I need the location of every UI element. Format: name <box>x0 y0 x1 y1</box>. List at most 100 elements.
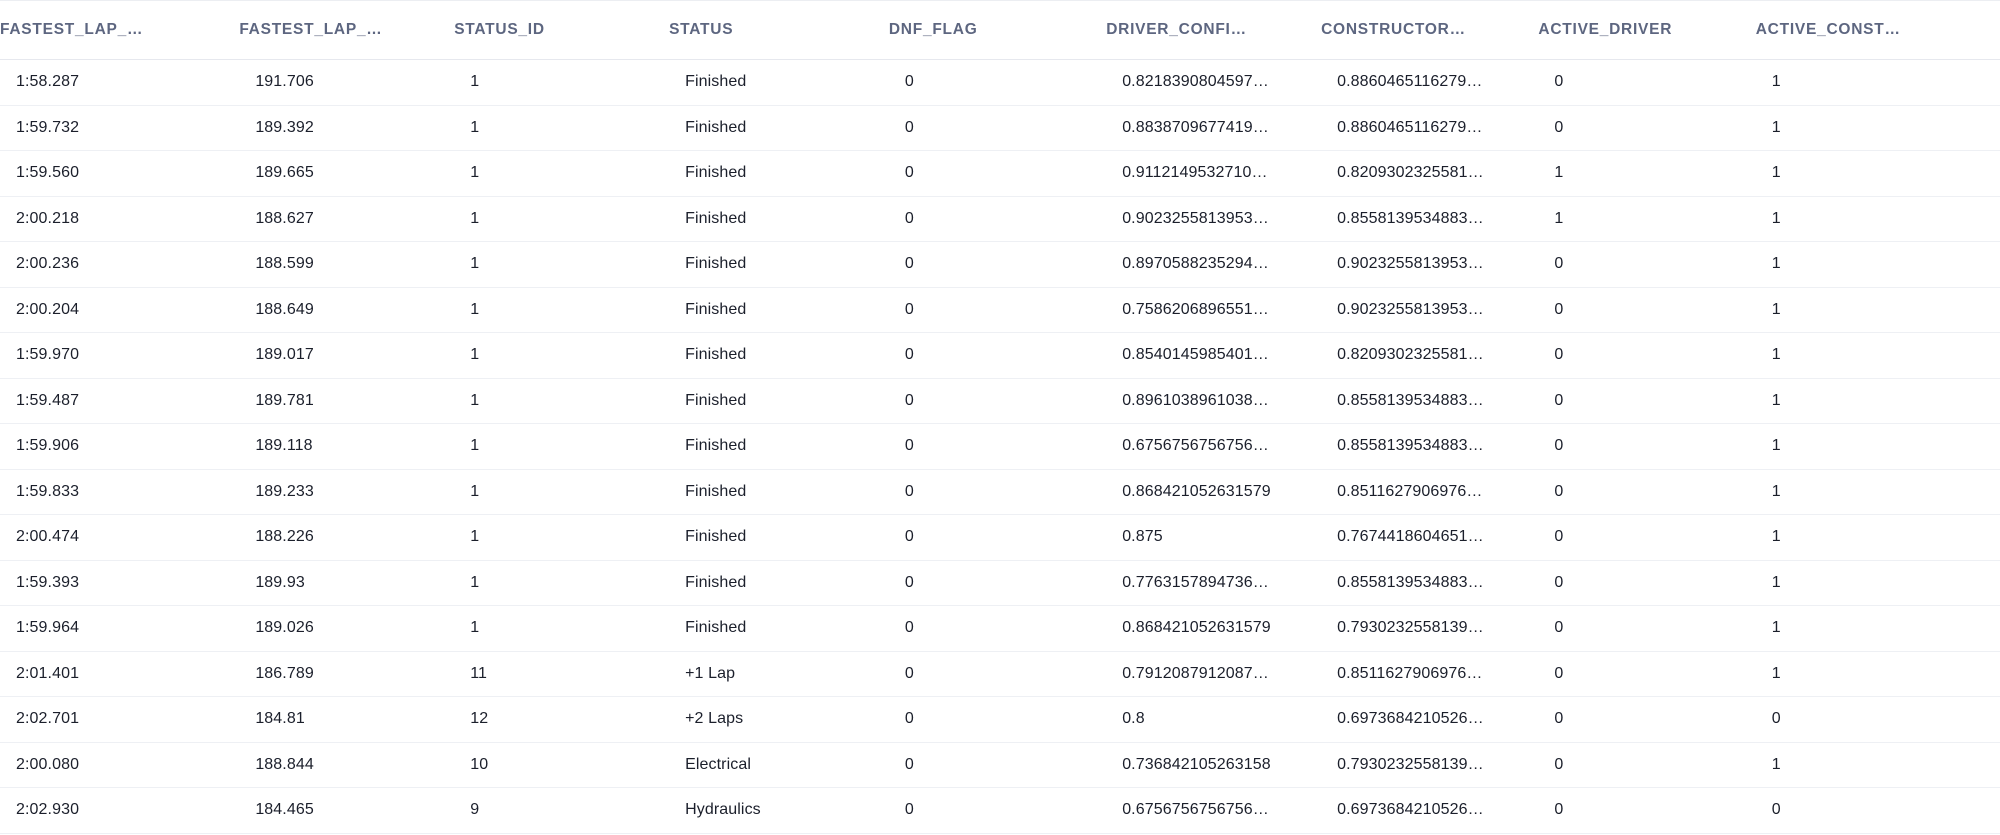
column-header-dnf-flag[interactable]: DNF_FLAG <box>888 0 1107 60</box>
cell-status-id: 10 <box>454 742 670 788</box>
cell-status: Electrical <box>669 742 889 788</box>
cell-driver-confidence: 0.736842105263158 <box>1106 742 1322 788</box>
cell-active-constructor: 0 <box>1755 696 2000 743</box>
cell-constructor-reliability: 0.8511627906976… <box>1321 469 1539 515</box>
cell-status-id: 11 <box>454 651 670 697</box>
cell-status-id: 9 <box>454 787 670 834</box>
cell-active-driver: 0 <box>1538 696 1756 743</box>
table-row[interactable]: 2:00.236 188.599 1 Finished 0 0.8970588235294… <box>0 241 2000 288</box>
column-header-constructor-reliability[interactable]: CONSTRUCTOR… <box>1321 0 1539 60</box>
cell-fastest-lap-speed: 188.627 <box>239 196 455 242</box>
cell-active-driver: 0 <box>1538 787 1756 834</box>
cell-constructor-reliability: 0.6973684210526… <box>1321 787 1539 834</box>
cell-status: Finished <box>669 560 889 606</box>
cell-fastest-lap-speed: 189.026 <box>239 605 455 652</box>
cell-dnf-flag: 0 <box>888 287 1107 333</box>
cell-fastest-lap-speed: 189.233 <box>239 469 455 515</box>
cell-fastest-lap-time: 1:59.970 <box>0 332 240 379</box>
table-row[interactable]: 1:58.287 191.706 1 Finished 0 0.8218390804597… <box>0 59 2000 106</box>
table-row[interactable]: 1:59.833 189.233 1 Finished 0 0.8684210526315… <box>0 469 2000 515</box>
cell-driver-confidence: 0.7763157894736… <box>1106 560 1322 606</box>
table-row[interactable]: 2:00.474 188.226 1 Finished 0 0.875 0.76744186… <box>0 514 2000 561</box>
cell-driver-confidence: 0.8540145985401… <box>1106 332 1322 379</box>
cell-fastest-lap-time: 1:59.487 <box>0 378 240 424</box>
cell-active-driver: 0 <box>1538 287 1756 333</box>
cell-fastest-lap-time: 2:00.218 <box>0 196 240 242</box>
table-row[interactable]: 2:02.701 184.81 12 +2 Laps 0 0.8 0.69736842105… <box>0 696 2000 743</box>
column-header-fastest-lap-speed[interactable]: FASTEST_LAP_… <box>239 0 455 60</box>
table-row[interactable]: 2:01.401 186.789 11 +1 Lap 0 0.7912087912087…… <box>0 651 2000 697</box>
cell-dnf-flag: 0 <box>888 787 1107 834</box>
cell-status-id: 1 <box>454 423 670 470</box>
column-header-active-driver[interactable]: ACTIVE_DRIVER <box>1538 0 1756 60</box>
cell-driver-confidence: 0.7586206896551… <box>1106 287 1322 333</box>
cell-active-driver: 0 <box>1538 469 1756 515</box>
cell-fastest-lap-time: 1:58.287 <box>0 59 240 106</box>
table-row[interactable]: 2:00.204 188.649 1 Finished 0 0.7586206896551… <box>0 287 2000 333</box>
cell-status-id: 1 <box>454 150 670 197</box>
cell-constructor-reliability: 0.8209302325581… <box>1321 332 1539 379</box>
cell-dnf-flag: 0 <box>888 105 1107 151</box>
cell-active-constructor: 1 <box>1755 287 2000 333</box>
cell-fastest-lap-speed: 186.789 <box>239 651 455 697</box>
cell-fastest-lap-time: 2:02.701 <box>0 696 240 743</box>
cell-constructor-reliability: 0.8209302325581… <box>1321 150 1539 197</box>
cell-constructor-reliability: 0.8860465116279… <box>1321 59 1539 106</box>
cell-active-constructor: 1 <box>1755 196 2000 242</box>
cell-constructor-reliability: 0.8558139534883… <box>1321 560 1539 606</box>
cell-driver-confidence: 0.9023255813953… <box>1106 196 1322 242</box>
cell-active-driver: 0 <box>1538 560 1756 606</box>
cell-driver-confidence: 0.8 <box>1106 696 1322 743</box>
table-row[interactable]: 2:00.080 188.844 10 Electrical 0 0.7368421052… <box>0 742 2000 788</box>
cell-constructor-reliability: 0.7930232558139… <box>1321 742 1539 788</box>
cell-dnf-flag: 0 <box>888 560 1107 606</box>
cell-dnf-flag: 0 <box>888 696 1107 743</box>
column-header-fastest-lap-time[interactable]: FASTEST_LAP_… <box>0 0 240 60</box>
column-header-active-constructor[interactable]: ACTIVE_CONST… <box>1755 0 2000 60</box>
cell-active-driver: 0 <box>1538 605 1756 652</box>
table-row[interactable]: 1:59.970 189.017 1 Finished 0 0.8540145985401… <box>0 332 2000 379</box>
cell-active-constructor: 1 <box>1755 742 2000 788</box>
table-row[interactable]: 1:59.393 189.93 1 Finished 0 0.7763157894736…… <box>0 560 2000 606</box>
cell-fastest-lap-speed: 188.226 <box>239 514 455 561</box>
cell-active-constructor: 1 <box>1755 378 2000 424</box>
table-row[interactable]: 2:00.218 188.627 1 Finished 0 0.9023255813953… <box>0 196 2000 242</box>
cell-status-id: 1 <box>454 105 670 151</box>
cell-constructor-reliability: 0.7930232558139… <box>1321 605 1539 652</box>
column-header-status[interactable]: STATUS <box>669 0 889 60</box>
cell-fastest-lap-time: 2:00.474 <box>0 514 240 561</box>
cell-status: Finished <box>669 196 889 242</box>
cell-active-constructor: 0 <box>1755 787 2000 834</box>
cell-status: +2 Laps <box>669 696 889 743</box>
table-row[interactable]: 1:59.732 189.392 1 Finished 0 0.8838709677419… <box>0 105 2000 151</box>
cell-driver-confidence: 0.8970588235294… <box>1106 241 1322 288</box>
cell-dnf-flag: 0 <box>888 332 1107 379</box>
cell-active-constructor: 1 <box>1755 59 2000 106</box>
cell-driver-confidence: 0.6756756756756… <box>1106 423 1322 470</box>
cell-constructor-reliability: 0.8860465116279… <box>1321 105 1539 151</box>
table-row[interactable]: 1:59.560 189.665 1 Finished 0 0.9112149532710… <box>0 150 2000 197</box>
cell-status: Finished <box>669 378 889 424</box>
table-row[interactable]: 2:02.930 184.465 9 Hydraulics 0 0.67567567567… <box>0 787 2000 834</box>
column-header-status-id[interactable]: STATUS_ID <box>454 0 670 60</box>
cell-constructor-reliability: 0.8558139534883… <box>1321 378 1539 424</box>
table-row[interactable]: 1:59.487 189.781 1 Finished 0 0.8961038961038… <box>0 378 2000 424</box>
cell-dnf-flag: 0 <box>888 196 1107 242</box>
cell-status: Finished <box>669 605 889 652</box>
cell-active-driver: 0 <box>1538 423 1756 470</box>
cell-dnf-flag: 0 <box>888 150 1107 197</box>
cell-fastest-lap-time: 2:00.236 <box>0 241 240 288</box>
cell-fastest-lap-time: 2:02.930 <box>0 787 240 834</box>
column-header-driver-confidence[interactable]: DRIVER_CONFI… <box>1106 0 1322 60</box>
table-row[interactable]: 1:59.964 189.026 1 Finished 0 0.8684210526315… <box>0 605 2000 652</box>
cell-status: Finished <box>669 105 889 151</box>
cell-status-id: 1 <box>454 514 670 561</box>
cell-driver-confidence: 0.868421052631579 <box>1106 605 1322 652</box>
cell-dnf-flag: 0 <box>888 605 1107 652</box>
cell-status: Finished <box>669 59 889 106</box>
cell-fastest-lap-speed: 189.781 <box>239 378 455 424</box>
table-row[interactable]: 1:59.906 189.118 1 Finished 0 0.6756756756756… <box>0 423 2000 470</box>
cell-active-constructor: 1 <box>1755 150 2000 197</box>
cell-fastest-lap-time: 2:00.080 <box>0 742 240 788</box>
